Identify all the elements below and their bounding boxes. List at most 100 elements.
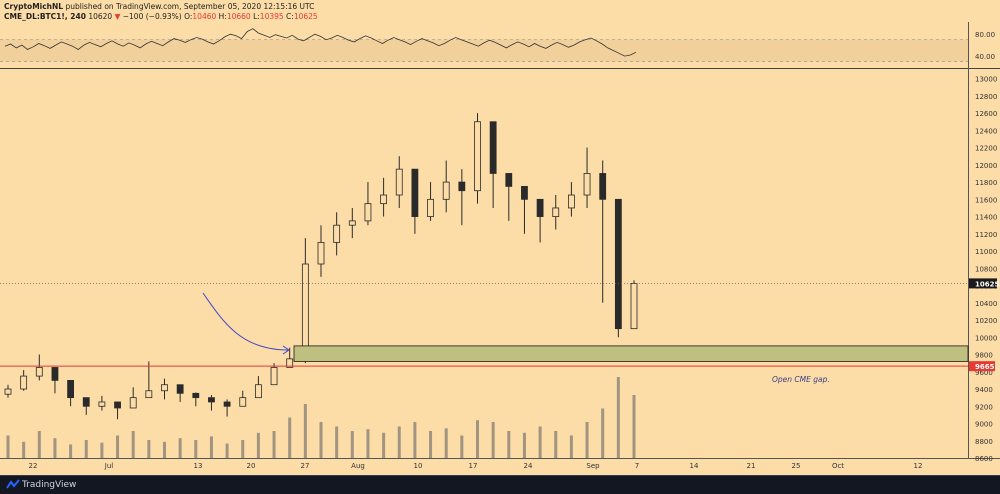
- gap-label: Open CME gap.: [772, 375, 830, 384]
- price-tick-label: 10800: [975, 265, 997, 273]
- candle-body: [301, 263, 309, 360]
- candle-body: [630, 282, 638, 330]
- volume-bar: [84, 440, 88, 458]
- candle-body: [51, 367, 59, 381]
- chart-header: CryptoMichNL published on TradingView.co…: [4, 2, 318, 22]
- volume-bar: [288, 417, 292, 458]
- candle-body: [552, 207, 560, 217]
- tradingview-logo-icon[interactable]: [6, 479, 20, 491]
- candle-body: [145, 390, 153, 399]
- volume-bar: [522, 432, 526, 458]
- price-tick-label: 11800: [975, 179, 997, 187]
- candle-body: [114, 401, 121, 409]
- price-change: −100 (−0.93%): [122, 12, 182, 21]
- volume-bar: [225, 443, 229, 458]
- candle-body: [395, 168, 403, 196]
- price-tick-label: 12400: [975, 127, 997, 135]
- candle-body: [4, 388, 12, 395]
- volume-bar: [366, 429, 370, 458]
- rsi-tick-label: 80.00: [975, 31, 995, 39]
- candle-body: [161, 384, 168, 392]
- volume-bar: [37, 431, 41, 458]
- volume-bar: [397, 426, 401, 458]
- volume-bar: [22, 441, 26, 458]
- candle-body: [583, 173, 591, 196]
- price-tick-label: 12200: [975, 145, 997, 153]
- publish-info: published on TradingView.com, September …: [65, 2, 315, 11]
- candle-body: [380, 194, 388, 205]
- volume-bar: [53, 438, 57, 458]
- cme-gap-zone: [293, 345, 969, 362]
- volume-bar: [507, 431, 511, 458]
- rsi-tick-label: 40.00: [975, 53, 995, 61]
- volume-bar: [335, 426, 339, 458]
- candle-body: [67, 379, 74, 399]
- volume-bar: [413, 422, 417, 458]
- volume-bar: [569, 435, 573, 458]
- candle-body: [176, 384, 184, 394]
- price-tick-label: 11200: [975, 231, 997, 239]
- volume-bar: [554, 431, 558, 458]
- price-tick-label: 9200: [975, 403, 993, 411]
- candle-body: [521, 185, 528, 200]
- candle-body: [536, 198, 544, 217]
- volume-bar: [476, 420, 479, 458]
- volume-bar: [319, 422, 323, 458]
- volume-bar: [460, 435, 464, 458]
- price-tick-label: 9600: [975, 369, 993, 377]
- rsi-line: [4, 28, 637, 57]
- candle-body: [35, 367, 43, 377]
- candle-body: [333, 224, 341, 243]
- volume-bar: [601, 408, 605, 458]
- time-tick-label: 14: [690, 462, 699, 470]
- volume-bar: [585, 422, 589, 458]
- price-tick-label: 10000: [975, 334, 997, 342]
- price-chart[interactable]: 80.00 40.00 13000 12800 12600 12400 12200 12000…: [0, 0, 1000, 475]
- volume-bar: [241, 440, 245, 458]
- time-tick-label: Oct: [832, 462, 844, 470]
- price-tick-label: 12000: [975, 162, 997, 170]
- price-tick-label: 12600: [975, 110, 997, 118]
- candle-body: [254, 384, 262, 399]
- candle-body: [348, 220, 356, 226]
- volume-bar: [178, 438, 182, 458]
- time-tick-label: Sep: [586, 462, 600, 470]
- low-label: L:: [253, 12, 260, 21]
- close-value: 10625: [293, 12, 318, 21]
- price-tick-label: 8600: [975, 455, 993, 463]
- time-tick-label: Aug: [351, 462, 365, 470]
- volume-bar: [6, 435, 10, 458]
- volume-bar: [209, 436, 213, 458]
- support-level-label: 9665: [975, 363, 995, 371]
- time-tick-label: 12: [914, 462, 923, 470]
- publish-line: CryptoMichNL published on TradingView.co…: [4, 2, 318, 12]
- price-tick-label: 11400: [975, 214, 997, 222]
- candle-body: [474, 121, 481, 192]
- time-tick-label: 20: [247, 462, 256, 470]
- volume-bar: [491, 422, 495, 458]
- price-tick-label: 10400: [975, 300, 997, 308]
- footer-brand[interactable]: TradingView: [22, 480, 77, 490]
- symbol-label[interactable]: CME_DL:BTC1!, 240: [4, 12, 86, 21]
- volume-bar: [194, 440, 198, 458]
- time-tick-label: 13: [194, 462, 203, 470]
- candle-body: [208, 397, 215, 403]
- candle-body: [364, 203, 372, 222]
- price-tick-label: 10200: [975, 317, 997, 325]
- price-tick-label: 8800: [975, 438, 993, 446]
- last-price: 10620: [88, 12, 113, 21]
- volume-bar: [632, 395, 636, 458]
- volume-bar: [382, 432, 386, 458]
- volume-bar: [163, 441, 166, 458]
- volume-bar: [429, 431, 433, 458]
- author-name[interactable]: CryptoMichNL: [4, 2, 64, 11]
- arrow-annotation: [202, 292, 289, 351]
- price-tick-label: 9000: [975, 421, 993, 429]
- time-tick-label: 21: [747, 462, 756, 470]
- candle-body: [427, 198, 434, 217]
- volume-bar: [116, 435, 120, 458]
- candle-body: [317, 242, 325, 265]
- volume-bar: [538, 426, 542, 458]
- current-price-label: 10625: [975, 280, 999, 288]
- candle-body: [568, 194, 575, 209]
